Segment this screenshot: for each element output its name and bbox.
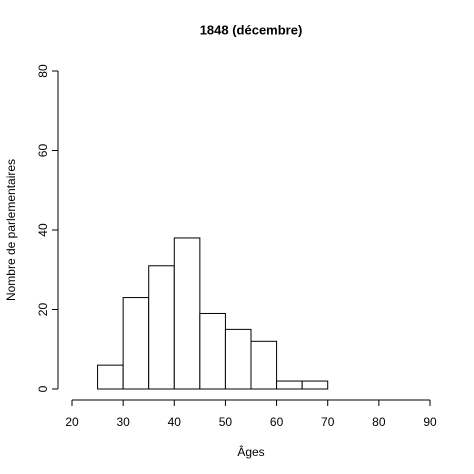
x-tick-label: 60 [270, 415, 284, 429]
y-tick-label: 0 [36, 385, 50, 392]
bar [250, 340, 278, 390]
x-tick-label: 30 [116, 415, 130, 429]
x-tick-label: 50 [219, 415, 233, 429]
x-tick-label: 40 [168, 415, 182, 429]
bar [276, 380, 303, 390]
y-tick-label: 40 [36, 223, 50, 237]
x-axis-label: Âges [237, 444, 264, 459]
y-tick-label: 60 [36, 144, 50, 158]
bar [224, 328, 252, 390]
bar [97, 364, 124, 390]
bar [301, 380, 329, 390]
x-tick-label: 90 [423, 415, 437, 429]
bar [148, 265, 175, 390]
chart-title: 1848 (décembre) [200, 22, 303, 37]
x-tick-label: 80 [372, 415, 386, 429]
bar [199, 312, 226, 390]
bar [122, 297, 150, 390]
x-tick-label: 20 [65, 415, 79, 429]
y-tick-label: 80 [36, 64, 50, 78]
bar [173, 237, 201, 390]
x-tick-label: 70 [321, 415, 335, 429]
y-axis-label: Nombre de parlementaires [4, 159, 18, 301]
y-tick-label: 20 [36, 303, 50, 317]
